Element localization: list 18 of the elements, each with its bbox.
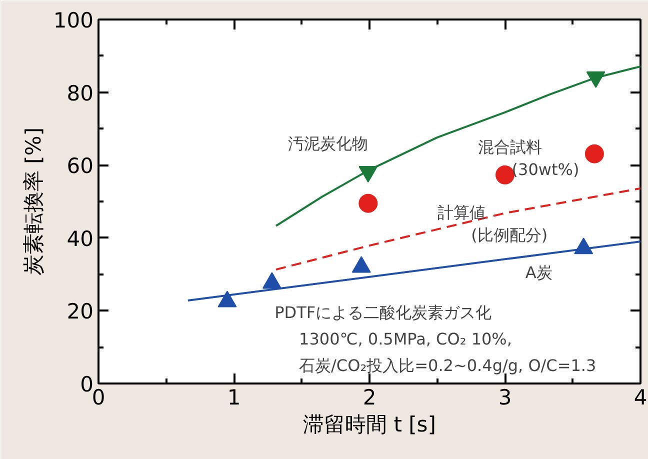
y-tick-label: 60: [66, 154, 94, 178]
annotation: 1300℃, 0.5MPa, CO₂ 10%,: [299, 330, 512, 349]
series-label: 計算値 (比例配分): [437, 202, 548, 244]
y-tick-label: 40: [66, 226, 94, 251]
series-label: 汚泥炭化物: [288, 134, 368, 153]
x-tick-label: 3: [498, 386, 512, 410]
series-label: 混合試料 (30wt%): [478, 137, 580, 179]
x-tick-label: 2: [362, 386, 376, 410]
x-axis-title: 滞留時間 t [s]: [303, 412, 436, 436]
y-tick-label: 20: [66, 300, 94, 324]
y-tick-label: 100: [53, 8, 94, 32]
x-tick-label: 1: [227, 386, 241, 410]
annotation: PDTFによる二酸化炭素ガス化: [274, 303, 492, 322]
series-label: A炭: [525, 262, 552, 282]
annotation: 石炭/CO₂投入比=0.2~0.4g/g, O/C=1.3: [299, 356, 596, 376]
x-tick-label: 4: [634, 386, 648, 410]
y-axis-title: 炭素転換率 [%]: [21, 127, 46, 276]
y-tick-label: 80: [66, 81, 94, 106]
